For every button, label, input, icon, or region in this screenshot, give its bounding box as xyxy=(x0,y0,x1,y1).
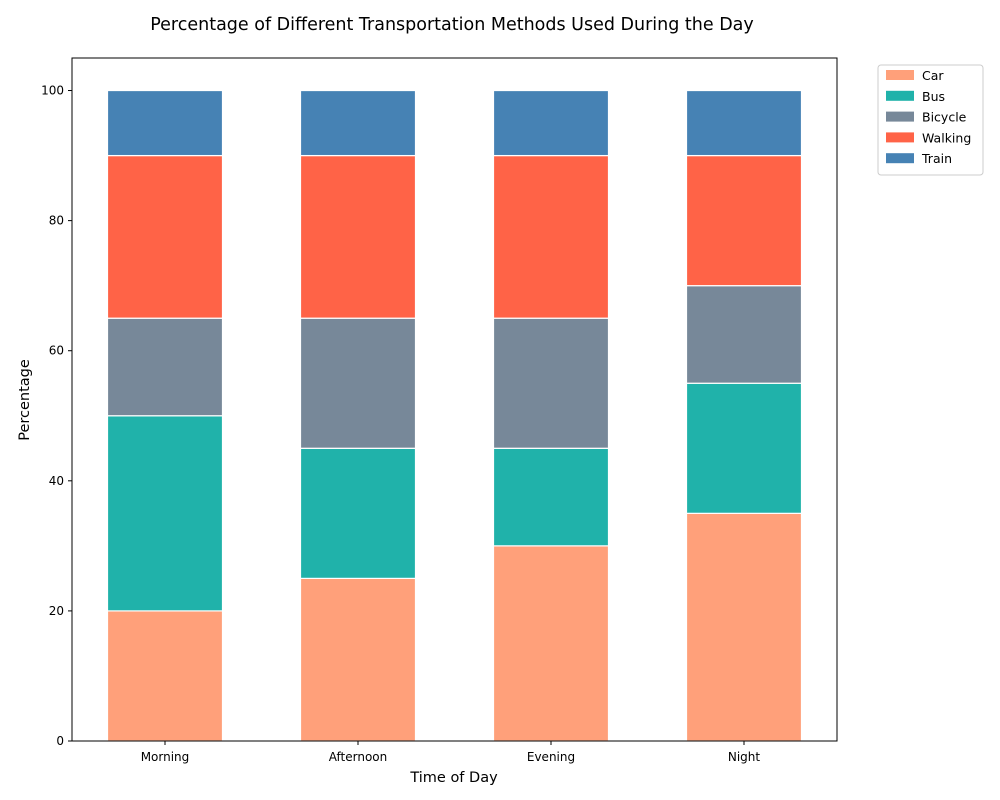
bar-walking-afternoon xyxy=(299,154,417,319)
bar-walking-night xyxy=(685,154,803,287)
y-tick-label: 20 xyxy=(49,604,64,618)
bar-train-afternoon xyxy=(299,89,417,157)
x-tick-label: Afternoon xyxy=(329,750,388,764)
legend-label-bus: Bus xyxy=(922,89,945,104)
bar-train-night xyxy=(685,89,803,157)
bar-bus-evening xyxy=(492,447,610,547)
legend: Car Bus Bicycle Walking Train xyxy=(877,64,984,176)
bar-bus-afternoon xyxy=(299,447,417,579)
y-tick-label: 60 xyxy=(49,344,64,358)
bar-bicycle-afternoon xyxy=(299,317,417,449)
plot-frame xyxy=(71,57,838,742)
y-axis-label: Percentage xyxy=(17,359,33,441)
legend-swatch-bicycle xyxy=(886,111,914,122)
legend-swatch-bus xyxy=(886,90,914,101)
bar-bus-night xyxy=(685,382,803,514)
y-tick-label: 40 xyxy=(49,474,64,488)
bar-bicycle-evening xyxy=(492,317,610,449)
bar-bus-morning xyxy=(106,415,224,612)
legend-label-train: Train xyxy=(921,151,952,166)
bar-walking-morning xyxy=(106,154,224,319)
legend-swatch-car xyxy=(886,70,914,80)
y-tick-label: 80 xyxy=(49,214,64,228)
bar-bicycle-night xyxy=(685,285,803,384)
x-tick-label: Evening xyxy=(527,750,575,764)
x-axis: Morning Afternoon Evening Night xyxy=(141,741,761,764)
y-tick-label: 100 xyxy=(41,84,64,98)
bars-group xyxy=(106,89,803,742)
bar-walking-evening xyxy=(492,154,610,319)
bar-car-night xyxy=(685,512,803,742)
legend-label-walking: Walking xyxy=(922,130,971,145)
legend-label-bicycle: Bicycle xyxy=(922,110,967,125)
x-axis-label: Time of Day xyxy=(409,770,498,786)
chart-title: Percentage of Different Transportation M… xyxy=(150,15,754,35)
bar-bicycle-morning xyxy=(106,317,224,417)
y-tick-label: 0 xyxy=(56,734,64,748)
bar-car-morning xyxy=(106,610,224,742)
bar-train-morning xyxy=(106,89,224,157)
legend-swatch-walking xyxy=(886,132,914,143)
y-axis: 0 20 40 60 80 100 xyxy=(41,84,72,748)
x-tick-label: Night xyxy=(728,750,761,764)
bar-car-evening xyxy=(492,545,610,742)
bar-train-evening xyxy=(492,89,610,157)
bar-car-afternoon xyxy=(299,577,417,742)
legend-label-car: Car xyxy=(922,68,944,83)
x-tick-label: Morning xyxy=(141,750,190,764)
legend-swatch-train xyxy=(886,153,914,164)
